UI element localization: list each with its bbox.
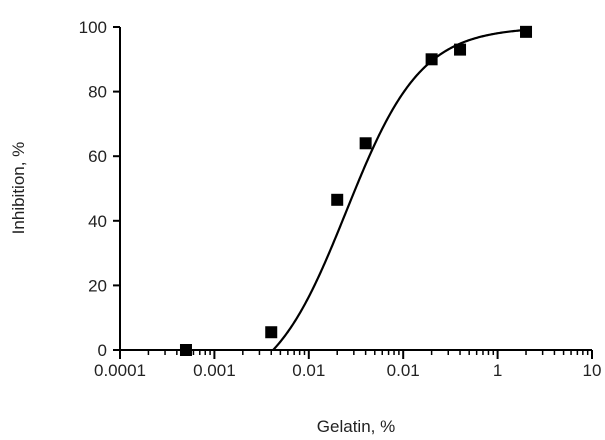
y-axis-title: Inhibition, % — [9, 142, 28, 235]
y-tick-label: 80 — [88, 83, 107, 102]
data-points-layer — [179, 25, 533, 356]
x-tick-label: 0.01 — [292, 361, 325, 380]
x-tick-label: 0.001 — [193, 361, 236, 380]
y-tick-label: 20 — [88, 276, 107, 295]
y-tick-label: 100 — [79, 18, 107, 37]
data-point — [359, 137, 372, 150]
data-point — [425, 53, 438, 66]
x-axis-ticks: 0.0001 0.001 0.01 0.01 1 10 — [94, 350, 601, 380]
x-tick-label: 0.01 — [387, 361, 420, 380]
y-tick-label: 40 — [88, 212, 107, 231]
y-tick-label: 0 — [98, 341, 107, 360]
data-point — [331, 193, 344, 206]
x-tick-label: 1 — [493, 361, 502, 380]
data-point — [520, 25, 533, 38]
x-tick-label: 0.0001 — [94, 361, 146, 380]
data-point — [454, 43, 467, 56]
x-axis-title: Gelatin, % — [317, 417, 395, 436]
y-tick-label: 60 — [88, 147, 107, 166]
axes — [119, 27, 592, 351]
data-point — [265, 326, 278, 339]
fit-curve-layer — [272, 28, 527, 351]
y-axis-ticks: 0 20 40 60 80 100 — [79, 18, 120, 360]
x-tick-label: 10 — [583, 361, 602, 380]
fit-curve — [272, 28, 527, 351]
